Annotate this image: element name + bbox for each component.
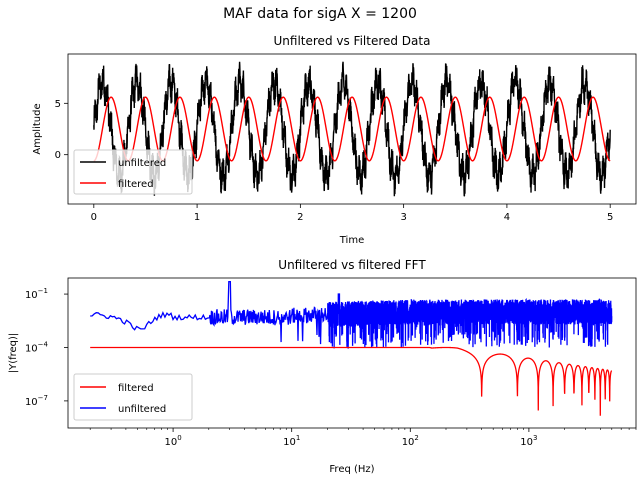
legend-label-fft-unfiltered: unfiltered xyxy=(118,404,166,415)
x-tick-label: 103 xyxy=(520,434,537,448)
time-x-ticks: 0 1 2 3 4 5 xyxy=(91,204,613,223)
fft-x-label: Freq (Hz) xyxy=(329,464,374,475)
y-tick-label: 0 xyxy=(55,150,61,161)
time-axes-title: Unfiltered vs Filtered Data xyxy=(274,34,431,48)
frequency-domain-axes: Unfiltered vs filtered FFT 100 101 102 103 … xyxy=(8,258,637,475)
legend-label-fft-filtered: filtered xyxy=(118,383,154,394)
x-tick-label: 101 xyxy=(283,434,300,448)
series-line-filtered xyxy=(93,96,611,162)
x-tick-label: 4 xyxy=(504,212,510,223)
figure-suptitle: MAF data for sigA X = 1200 xyxy=(223,6,417,22)
x-tick-label: 1 xyxy=(194,212,200,223)
x-tick-label: 2 xyxy=(297,212,303,223)
time-y-ticks: 05 xyxy=(55,99,68,161)
fft-x-ticks: 100 101 102 103 xyxy=(89,428,637,448)
fft-plot-area xyxy=(90,280,613,416)
y-tick-label: 10−7 xyxy=(25,394,48,408)
x-tick-label: 5 xyxy=(607,212,613,223)
x-tick-label: 0 xyxy=(91,212,97,223)
time-y-label: Amplitude xyxy=(32,103,43,154)
x-tick-label: 3 xyxy=(400,212,406,223)
time-x-label: Time xyxy=(339,235,364,246)
series-line-fft-unfiltered xyxy=(90,280,613,349)
legend-label-unfiltered: unfiltered xyxy=(118,158,166,169)
y-tick-label: 10−1 xyxy=(25,287,48,301)
series-line-fft-filtered xyxy=(90,346,613,416)
fft-axes-title: Unfiltered vs filtered FFT xyxy=(278,258,426,272)
y-tick-label: 10−4 xyxy=(25,340,49,354)
time-legend: unfiltered filtered xyxy=(73,149,193,195)
time-plot-area xyxy=(93,61,611,197)
legend-label-filtered: filtered xyxy=(118,179,154,190)
time-axes-frame xyxy=(67,53,637,205)
series-line-unfiltered xyxy=(93,61,611,197)
fft-y-label: |Y(freq)| xyxy=(8,333,19,374)
fft-axes-frame xyxy=(67,277,637,429)
fft-legend: filtered unfiltered xyxy=(73,373,193,421)
x-tick-label: 102 xyxy=(402,434,419,448)
y-tick-label: 5 xyxy=(55,99,61,110)
fft-y-ticks: 10−7 10−4 10−1 xyxy=(25,287,68,408)
x-tick-label: 100 xyxy=(164,434,181,448)
